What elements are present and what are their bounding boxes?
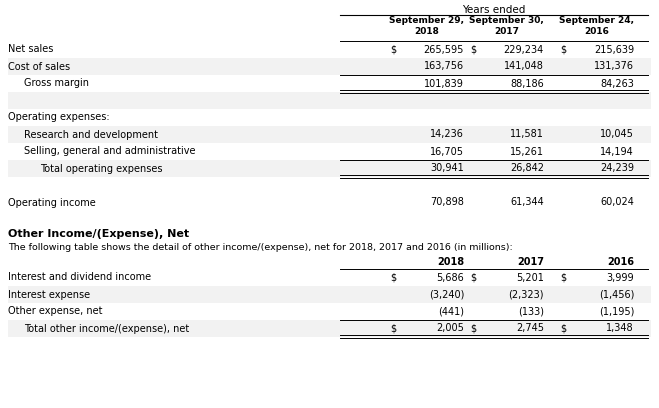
Text: 14,236: 14,236 (430, 129, 464, 140)
Text: 60,024: 60,024 (600, 197, 634, 208)
Text: The following table shows the detail of other income/(expense), net for 2018, 20: The following table shows the detail of … (8, 243, 513, 252)
Text: (2,323): (2,323) (509, 290, 544, 299)
Text: Research and development: Research and development (24, 129, 158, 140)
Text: 11,581: 11,581 (510, 129, 544, 140)
Text: 30,941: 30,941 (430, 164, 464, 173)
Text: 215,639: 215,639 (594, 44, 634, 55)
Text: $: $ (390, 273, 396, 282)
Text: 70,898: 70,898 (430, 197, 464, 208)
Text: 1,348: 1,348 (606, 324, 634, 333)
Bar (8, 126, 651, 143)
Bar (8, 58, 651, 75)
Bar (8, 92, 651, 109)
Text: September 24,
2016: September 24, 2016 (559, 16, 634, 36)
Text: Interest expense: Interest expense (8, 290, 90, 299)
Text: 2,005: 2,005 (436, 324, 464, 333)
Text: Total other income/(expense), net: Total other income/(expense), net (24, 324, 189, 333)
Text: 16,705: 16,705 (430, 146, 464, 157)
Bar (8, 160, 651, 177)
Text: 14,194: 14,194 (600, 146, 634, 157)
Text: 2017: 2017 (517, 257, 544, 267)
Text: Selling, general and administrative: Selling, general and administrative (24, 146, 196, 157)
Text: 61,344: 61,344 (510, 197, 544, 208)
Text: Operating expenses:: Operating expenses: (8, 113, 109, 122)
Text: 101,839: 101,839 (424, 78, 464, 89)
Bar (8, 286, 651, 303)
Text: $: $ (390, 324, 396, 333)
Text: 88,186: 88,186 (510, 78, 544, 89)
Text: $: $ (560, 324, 566, 333)
Text: 2016: 2016 (607, 257, 634, 267)
Text: (1,456): (1,456) (598, 290, 634, 299)
Text: $: $ (470, 273, 476, 282)
Text: Operating income: Operating income (8, 197, 96, 208)
Text: 265,595: 265,595 (424, 44, 464, 55)
Text: Other expense, net: Other expense, net (8, 306, 103, 317)
Text: 84,263: 84,263 (600, 78, 634, 89)
Text: $: $ (470, 44, 476, 55)
Text: 5,201: 5,201 (516, 273, 544, 282)
Text: 163,756: 163,756 (424, 62, 464, 71)
Text: Gross margin: Gross margin (24, 78, 89, 89)
Text: (1,195): (1,195) (598, 306, 634, 317)
Text: (441): (441) (438, 306, 464, 317)
Text: Years ended: Years ended (463, 5, 526, 15)
Text: 131,376: 131,376 (594, 62, 634, 71)
Text: Net sales: Net sales (8, 44, 53, 55)
Text: 229,234: 229,234 (503, 44, 544, 55)
Text: 3,999: 3,999 (606, 273, 634, 282)
Text: (3,240): (3,240) (428, 290, 464, 299)
Text: Cost of sales: Cost of sales (8, 62, 70, 71)
Text: 10,045: 10,045 (600, 129, 634, 140)
Bar (8, 320, 651, 337)
Text: $: $ (560, 44, 566, 55)
Text: Total operating expenses: Total operating expenses (40, 164, 163, 173)
Text: 15,261: 15,261 (510, 146, 544, 157)
Text: Interest and dividend income: Interest and dividend income (8, 273, 151, 282)
Text: $: $ (470, 324, 476, 333)
Text: Other Income/(Expense), Net: Other Income/(Expense), Net (8, 229, 189, 239)
Text: $: $ (560, 273, 566, 282)
Text: 141,048: 141,048 (504, 62, 544, 71)
Text: 26,842: 26,842 (510, 164, 544, 173)
Text: (133): (133) (518, 306, 544, 317)
Text: $: $ (390, 44, 396, 55)
Text: 2,745: 2,745 (516, 324, 544, 333)
Text: 2018: 2018 (437, 257, 464, 267)
Text: September 30,
2017: September 30, 2017 (469, 16, 544, 36)
Text: September 29,
2018: September 29, 2018 (389, 16, 464, 36)
Text: 24,239: 24,239 (600, 164, 634, 173)
Text: 5,686: 5,686 (436, 273, 464, 282)
